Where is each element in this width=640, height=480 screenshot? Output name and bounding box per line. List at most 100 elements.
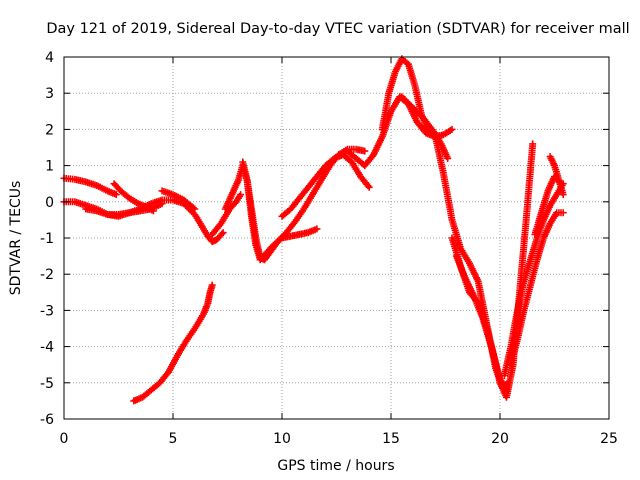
- data-point: [160, 189, 164, 193]
- x-axis-label: GPS time / hours: [277, 458, 394, 474]
- data-point: [315, 227, 319, 231]
- data-point: [400, 95, 404, 99]
- data-point: [490, 345, 493, 348]
- data-point: [535, 258, 539, 261]
- data-point: [468, 262, 471, 265]
- y-tick-label: -5: [40, 376, 54, 392]
- data-point: [128, 211, 131, 214]
- data-series: [452, 252, 510, 394]
- data-layer: [60, 55, 567, 405]
- data-point: [481, 316, 484, 319]
- data-point: [211, 240, 214, 243]
- data-point: [117, 213, 120, 216]
- data-point: [171, 198, 175, 202]
- data-point: [95, 209, 98, 213]
- data-point: [548, 155, 552, 158]
- data-point: [557, 178, 561, 182]
- data-point: [337, 153, 340, 156]
- data-point: [202, 312, 205, 316]
- data-point: [182, 198, 186, 202]
- data-point: [289, 207, 292, 211]
- data-points-plus-markers: [208, 191, 245, 238]
- data-point: [505, 396, 508, 399]
- data-point: [95, 184, 98, 187]
- data-point: [450, 236, 454, 240]
- data-point: [221, 231, 225, 234]
- data-point: [193, 213, 196, 216]
- data-point: [455, 254, 458, 258]
- data-point: [235, 200, 238, 203]
- data-point: [459, 247, 462, 251]
- data-series: [158, 187, 199, 213]
- data-point: [529, 283, 532, 287]
- data-point: [333, 157, 336, 160]
- data-point: [184, 339, 188, 343]
- data-point: [498, 377, 502, 381]
- data-point: [302, 207, 305, 211]
- data-point: [320, 178, 323, 182]
- data-point: [524, 218, 528, 222]
- data-point: [158, 381, 162, 384]
- data-point: [167, 370, 170, 374]
- data-series: [546, 153, 567, 199]
- data-point: [450, 128, 454, 131]
- data-point: [522, 280, 526, 283]
- data-series: [378, 55, 452, 162]
- data-point: [141, 396, 144, 399]
- data-point: [176, 354, 179, 357]
- data-point: [132, 399, 135, 403]
- data-point: [239, 193, 242, 196]
- data-point: [442, 171, 445, 175]
- data-point: [230, 193, 234, 196]
- data-point: [381, 128, 384, 131]
- data-point: [400, 57, 404, 61]
- data-point: [150, 202, 153, 205]
- data-point: [413, 84, 417, 88]
- y-tick-label: 4: [45, 50, 54, 66]
- data-point: [450, 218, 454, 222]
- grid: [64, 57, 609, 419]
- data-point: [128, 196, 131, 200]
- data-point: [289, 234, 292, 238]
- data-series: [110, 180, 157, 215]
- data-point: [311, 193, 314, 196]
- data-point: [533, 233, 537, 236]
- data-point: [505, 388, 508, 392]
- data-series: [239, 145, 369, 264]
- data-point: [350, 160, 353, 164]
- data-series: [507, 209, 567, 369]
- data-point: [211, 283, 214, 287]
- data-point: [73, 178, 77, 181]
- data-point: [112, 182, 116, 185]
- x-tick-label: 5: [169, 431, 178, 447]
- data-point: [211, 233, 214, 236]
- ticks: 0 5 10 15 20 25 -6 -5 -4 -3 -2 -1 0 1 2 3 4: [40, 50, 618, 447]
- x-tick-label: 25: [600, 431, 618, 447]
- data-point: [298, 233, 301, 236]
- data-point: [359, 175, 362, 178]
- data-point: [540, 211, 543, 214]
- y-tick-label: 2: [45, 122, 54, 138]
- data-point: [422, 117, 425, 120]
- data-point: [368, 186, 371, 189]
- data-point: [531, 142, 534, 146]
- data-series: [208, 191, 245, 238]
- data-point: [219, 222, 223, 225]
- data-point: [245, 178, 249, 182]
- data-point: [228, 207, 231, 211]
- data-point: [389, 110, 393, 113]
- data-point: [381, 135, 384, 138]
- data-point: [548, 204, 552, 207]
- data-point: [306, 186, 310, 189]
- data-point: [298, 196, 301, 200]
- chart-title: Day 121 of 2019, Sidereal Day-to-day VTE…: [46, 21, 629, 37]
- data-point: [553, 164, 556, 167]
- data-point: [424, 131, 428, 135]
- data-point: [324, 164, 327, 167]
- data-point: [415, 120, 419, 124]
- data-point: [509, 363, 513, 366]
- data-series: [130, 281, 216, 405]
- data-point: [206, 301, 210, 305]
- data-point: [136, 202, 140, 205]
- data-point: [354, 157, 358, 160]
